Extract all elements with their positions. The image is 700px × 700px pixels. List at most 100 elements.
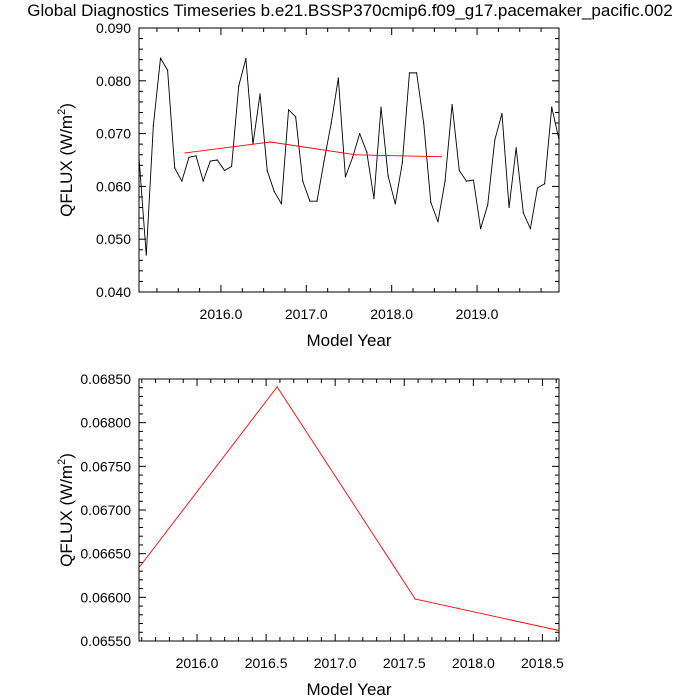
data-point	[480, 228, 482, 230]
data-point	[276, 386, 278, 388]
data-point	[465, 180, 467, 182]
series-monthly	[139, 57, 559, 256]
series-line	[139, 57, 559, 256]
data-point	[223, 169, 226, 172]
y-tick-label: 0.06550	[80, 633, 131, 649]
data-point	[416, 72, 418, 74]
data-point	[414, 598, 416, 600]
data-point	[380, 106, 382, 108]
data-point	[472, 179, 475, 181]
data-point	[184, 152, 186, 154]
data-point	[139, 567, 140, 569]
data-point	[259, 93, 261, 95]
y-tick-label: 0.090	[96, 20, 131, 36]
data-point	[238, 85, 240, 87]
data-point	[387, 175, 389, 177]
data-point	[373, 197, 375, 200]
series-annual-mean	[139, 386, 559, 632]
data-point	[174, 167, 176, 169]
data-point	[444, 180, 446, 182]
data-point	[437, 221, 439, 223]
y-tick-label: 0.070	[96, 126, 131, 142]
panel-2: 0.06550 0.06600 0.06650 0.06700 0.06750 0.068…	[56, 371, 564, 699]
data-point	[145, 254, 147, 256]
data-point	[316, 200, 318, 202]
y-tick-label: 0.060	[96, 178, 131, 194]
x-tick-label: 2018.5	[521, 655, 564, 671]
data-point	[202, 180, 204, 182]
y-tick-label: 0.06750	[80, 458, 131, 474]
x-tick-label: 2019.0	[456, 306, 499, 322]
x-tick-label: 2016.0	[200, 306, 243, 322]
data-point	[558, 138, 559, 140]
x-tick-label: 2017.0	[285, 306, 328, 322]
data-point	[529, 228, 532, 230]
data-point	[430, 201, 432, 203]
data-point	[544, 183, 546, 185]
data-point	[451, 103, 453, 106]
data-point	[351, 156, 354, 158]
y-tick-label: 0.06800	[80, 415, 131, 431]
y-axis-label: QFLUX (W/m2)	[56, 103, 76, 217]
panel-1: 0.040 0.050 0.060 0.070 0.080 0.090 2016.0 2017…	[56, 20, 560, 350]
x-tick-label: 2017.5	[383, 655, 426, 671]
data-point	[273, 191, 275, 193]
data-point	[195, 155, 197, 157]
data-point	[181, 180, 183, 182]
data-point	[139, 159, 140, 161]
data-point	[344, 176, 347, 178]
x-axis-label: Model Year	[306, 331, 391, 350]
data-point	[487, 204, 489, 206]
data-point	[458, 169, 460, 172]
data-point	[401, 162, 403, 164]
data-point	[536, 187, 539, 189]
plot-frame	[138, 378, 560, 642]
data-point	[309, 200, 311, 202]
data-point	[501, 112, 503, 115]
x-tick-label: 2018.0	[452, 655, 495, 671]
data-point	[330, 122, 332, 124]
data-point	[515, 147, 517, 149]
figure-title: Global Diagnostics Timeseries b.e21.BSSP…	[27, 1, 673, 20]
data-point	[508, 206, 510, 209]
data-point	[269, 141, 272, 143]
data-point	[231, 165, 233, 167]
data-point	[216, 159, 218, 161]
data-point	[423, 122, 425, 124]
data-point	[280, 203, 282, 205]
data-point	[245, 58, 247, 60]
data-point	[159, 57, 162, 59]
plot-frame	[138, 27, 560, 293]
data-point	[188, 156, 190, 158]
data-point	[408, 72, 411, 74]
y-tick-label: 0.080	[96, 73, 131, 89]
series-line	[139, 386, 559, 631]
x-tick-label: 2017.0	[314, 655, 357, 671]
data-point	[355, 154, 357, 156]
y-tick-label: 0.06650	[80, 546, 131, 562]
data-point	[323, 160, 325, 162]
data-point	[287, 109, 290, 111]
y-tick-label: 0.050	[96, 231, 131, 247]
y-tick-label: 0.06600	[80, 589, 131, 605]
y-tick-label: 0.06700	[80, 502, 131, 518]
data-point	[440, 156, 442, 158]
data-point	[152, 125, 154, 127]
y-tick-label: 0.06850	[80, 371, 131, 387]
series-annual-mean	[184, 141, 442, 158]
data-point	[494, 139, 496, 141]
data-point	[337, 77, 339, 79]
data-point	[551, 106, 553, 108]
data-point	[302, 180, 304, 182]
data-point	[266, 169, 268, 172]
data-point	[366, 151, 368, 153]
y-axis-label: QFLUX (W/m2)	[56, 453, 76, 567]
x-tick-label: 2018.0	[370, 306, 413, 322]
x-tick-label: 2016.5	[245, 655, 288, 671]
data-point	[522, 212, 524, 214]
x-tick-label: 2016.0	[176, 655, 219, 671]
y-tick-label: 0.040	[96, 284, 131, 300]
x-axis-label: Model Year	[306, 680, 391, 699]
data-point	[166, 69, 169, 71]
